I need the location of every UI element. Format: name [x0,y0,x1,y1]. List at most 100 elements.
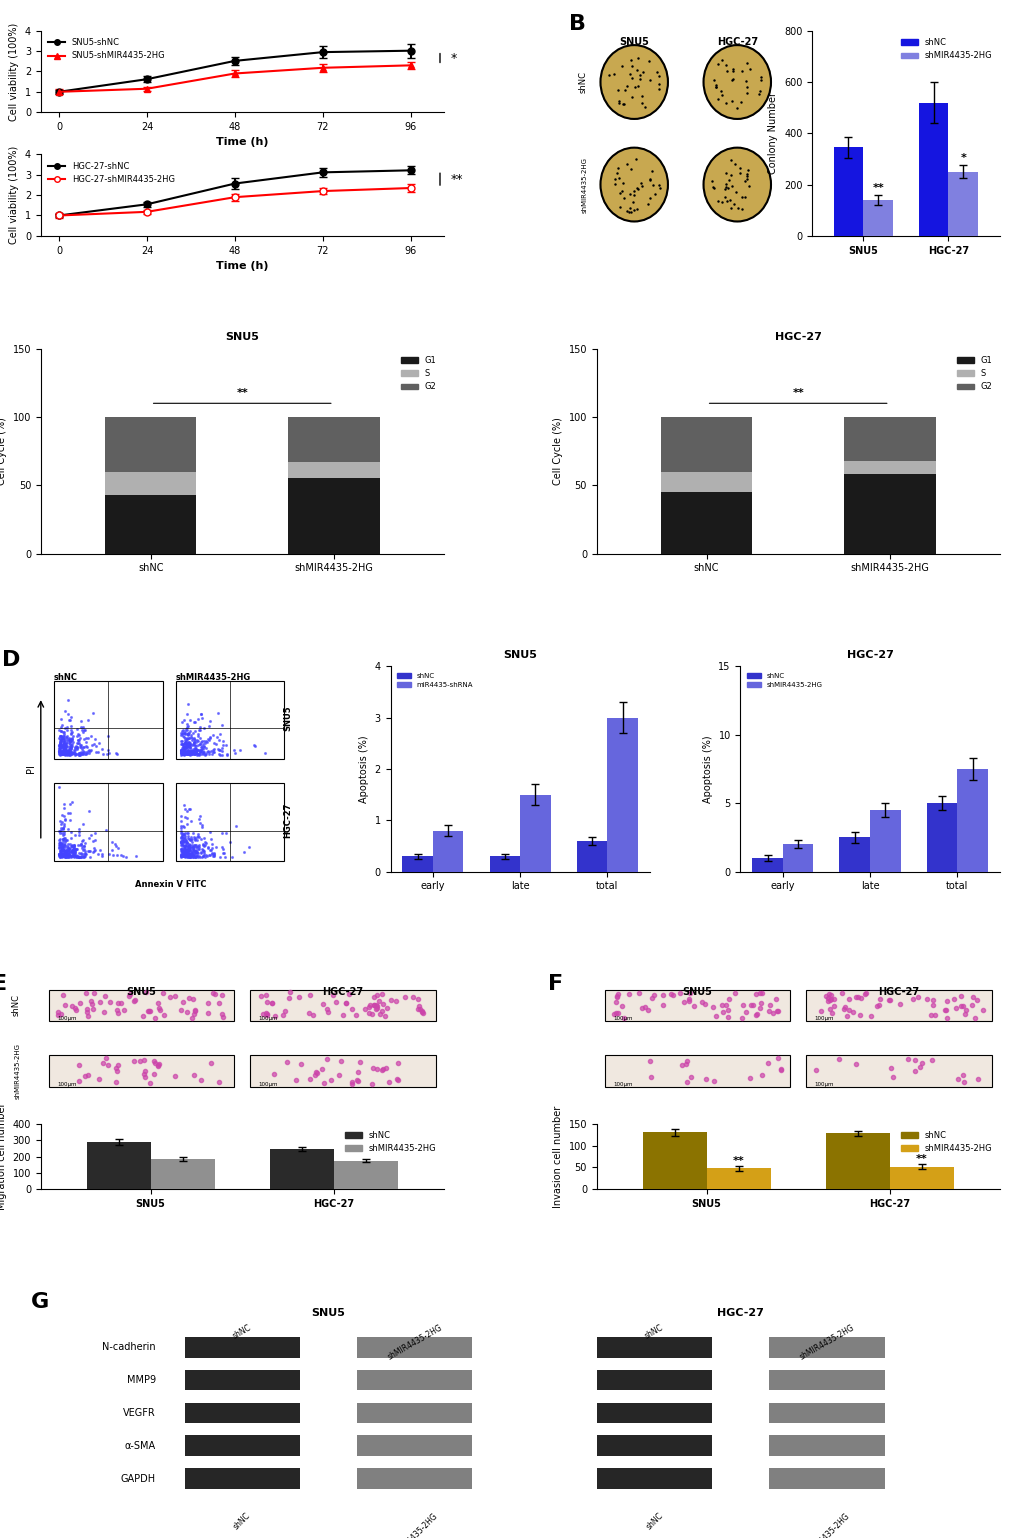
Point [178,715,195,740]
Point [173,738,190,763]
Point [173,809,190,834]
Text: HGC-27: HGC-27 [716,37,757,48]
Point [57,838,73,863]
Point [56,735,72,760]
Point [181,740,198,764]
Point [88,734,104,758]
Point [183,732,200,757]
Point [192,732,208,757]
Bar [824,1134,889,1189]
Point [195,838,211,863]
Point [67,823,84,847]
Point [78,735,95,760]
Point [193,826,209,851]
Point [180,843,197,867]
Point [173,844,190,869]
Point [55,738,71,763]
Point [57,827,73,852]
Point [176,741,193,766]
Point [189,827,205,852]
Point [51,741,67,766]
Point [175,740,192,764]
Point [72,709,89,734]
Point [65,840,82,864]
Point [178,711,195,735]
Point [51,827,67,852]
Point [180,821,197,846]
Point [109,741,125,766]
Point [187,735,204,760]
Point [67,740,84,764]
Point [68,843,85,867]
Point [75,837,92,861]
Point [64,732,81,757]
Point [176,731,193,755]
Point [56,832,72,857]
Bar [642,1132,706,1189]
Point [69,727,86,752]
Bar [333,1161,397,1189]
Point [175,829,192,854]
Point [60,738,76,763]
Legend: shNC, shMIR4435-2HG: shNC, shMIR4435-2HG [897,35,995,63]
Point [183,841,200,866]
Point [87,827,103,852]
Point [58,840,74,864]
Point [68,844,85,869]
Point [176,834,193,858]
Point [175,844,192,869]
Point [54,735,70,760]
Point [51,818,67,843]
Point [175,721,192,746]
Point [179,738,196,763]
Point [57,738,73,763]
Point [68,717,85,741]
Point [82,838,98,863]
Point [173,723,190,747]
Point [56,741,72,766]
Point [190,729,206,754]
Point [61,841,77,866]
Point [78,741,95,766]
Point [173,844,190,869]
Point [186,844,203,869]
Point [57,741,73,766]
Point [91,740,107,764]
Bar [432,831,463,872]
Bar [839,837,869,872]
Point [73,835,90,860]
Point [71,844,88,869]
Point [51,844,67,869]
Point [57,841,73,866]
Point [62,732,78,757]
Point [201,843,217,867]
Point [54,844,70,869]
Point [51,827,67,852]
Point [196,717,212,741]
Point [177,844,194,869]
Point [182,844,199,869]
Text: HGC-27: HGC-27 [283,803,291,838]
Point [62,820,78,844]
Point [63,840,79,864]
Point [187,711,204,735]
Point [65,844,82,869]
Point [51,841,67,866]
Point [73,832,90,857]
Point [51,834,67,858]
Bar [184,1469,300,1489]
Point [191,837,207,861]
Point [78,740,95,764]
Point [76,740,93,764]
Point [173,821,190,846]
Point [190,737,206,761]
Point [53,843,69,867]
Point [196,841,212,866]
Point [186,743,203,767]
Point [173,831,190,855]
Text: MMP9: MMP9 [126,1375,156,1386]
Point [177,717,194,741]
Point [183,843,200,867]
Text: B: B [568,14,585,34]
Bar [768,1337,883,1358]
